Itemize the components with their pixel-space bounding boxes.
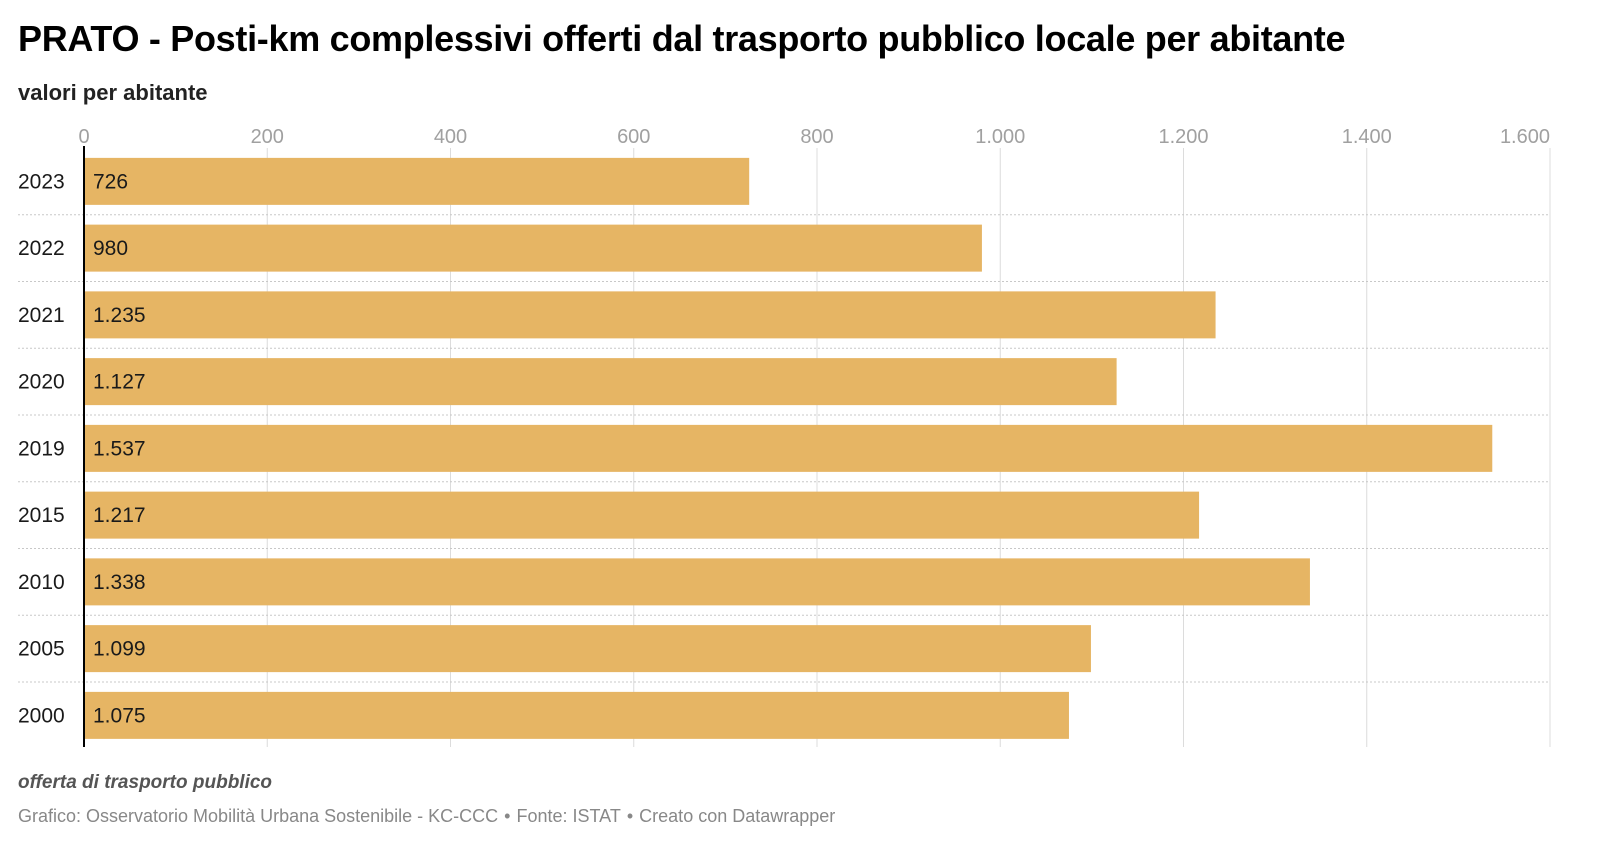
value-label: 1.537 (93, 437, 146, 460)
value-label: 1.217 (93, 504, 146, 527)
datawrapper-link[interactable]: Creato con Datawrapper (639, 806, 836, 826)
bar (84, 691, 1069, 739)
category-label: 2005 (18, 638, 65, 661)
category-label: 2022 (18, 237, 65, 260)
category-label: 2021 (18, 304, 65, 327)
value-label: 726 (93, 170, 128, 193)
category-label: 2000 (18, 704, 65, 727)
category-label: 2019 (18, 437, 65, 460)
bar (84, 157, 750, 205)
bar (84, 625, 1091, 673)
value-label: 1.075 (93, 704, 146, 727)
x-tick-label: 1.600 (1500, 126, 1550, 148)
bar (84, 224, 982, 272)
x-tick-label: 800 (800, 126, 833, 148)
chart-source: Grafico: Osservatorio Mobilità Urbana So… (18, 806, 835, 827)
bar (84, 491, 1200, 539)
category-label: 2010 (18, 571, 65, 594)
x-tick-label: 600 (617, 126, 650, 148)
source-data: Fonte: ISTAT (516, 806, 621, 826)
x-tick-label: 1.200 (1158, 126, 1208, 148)
value-label: 1.235 (93, 304, 146, 327)
x-tick-label: 200 (251, 126, 284, 148)
x-tick-label: 1.400 (1342, 126, 1392, 148)
value-label: 980 (93, 237, 128, 260)
bar-chart: 0 200 400 600 800 1.000 1.200 1.400 1.600 2023 726… (18, 126, 1551, 747)
chart-notes: offerta di trasporto pubblico (18, 772, 273, 793)
x-tick-label: 1.000 (975, 126, 1025, 148)
bar (84, 558, 1310, 606)
value-label: 1.127 (93, 371, 146, 394)
category-label: 2020 (18, 371, 65, 394)
value-label: 1.099 (93, 638, 146, 661)
x-tick-label: 0 (78, 126, 89, 148)
bar (84, 291, 1216, 339)
category-label: 2023 (18, 170, 65, 193)
source-separator: • (626, 806, 634, 826)
chart-title: PRATO - Posti-km complessivi offerti dal… (18, 18, 1346, 59)
bar (84, 358, 1117, 406)
category-label: 2015 (18, 504, 65, 527)
chart-subtitle: valori per abitante (18, 80, 208, 105)
bar (84, 424, 1493, 472)
value-label: 1.338 (93, 571, 146, 594)
source-chart-by: Grafico: Osservatorio Mobilità Urbana So… (18, 806, 499, 826)
x-tick-label: 400 (434, 126, 467, 148)
source-separator: • (504, 806, 511, 826)
